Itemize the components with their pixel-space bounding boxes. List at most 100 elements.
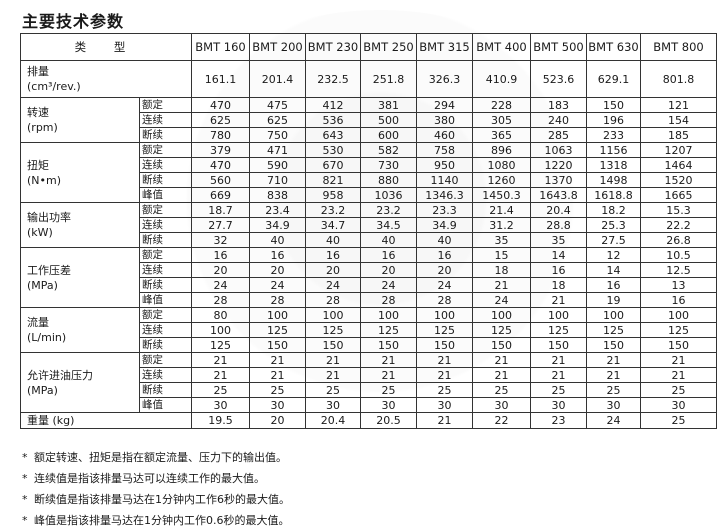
table-cell: 523.6: [530, 60, 587, 98]
table-cell: 1318: [586, 157, 641, 173]
spec-table: 类 型 BMT 160 BMT 200 BMT 230 BMT 250 BMT 315 BM…: [20, 33, 717, 429]
table-cell: 21: [530, 352, 587, 368]
model-header: BMT 800: [640, 33, 717, 61]
table-cell: 100: [416, 307, 473, 323]
table-cell: 16: [416, 247, 473, 263]
table-cell: 28: [416, 292, 473, 308]
table-cell: 801.8: [640, 60, 717, 98]
table-cell: 582: [360, 142, 417, 158]
table-cell: 40: [249, 232, 306, 248]
note-text: 连续值是指该排量马达可以连续工作的最大值。: [34, 472, 265, 485]
table-cell: 24: [249, 277, 306, 293]
group-label-cell: 流量 (L/min): [20, 307, 140, 353]
table-cell: 25: [249, 382, 306, 398]
table-cell: 22: [472, 412, 531, 429]
table-cell: 1520: [640, 172, 717, 188]
table-cell: 1450.3: [472, 187, 531, 203]
table-cell: 294: [416, 97, 473, 113]
type-header: 类 型: [20, 33, 192, 61]
table-cell: 100: [191, 322, 250, 338]
table-cell: 150: [640, 337, 717, 353]
table-cell: 251.8: [360, 60, 417, 98]
table-cell: 183: [530, 97, 587, 113]
table-cell: 34.9: [249, 217, 306, 233]
note-bullet: *: [22, 514, 28, 527]
table-cell: 629.1: [586, 60, 641, 98]
model-header: BMT 400: [472, 33, 531, 61]
sub-label: 断续: [139, 382, 192, 398]
table-cell: 26.8: [640, 232, 717, 248]
table-row: 峰值 669 838 958 1036 1346.3 1450.3 1643.8 1618.8 1…: [21, 187, 717, 203]
table-cell: 21: [360, 352, 417, 368]
table-cell: 15: [472, 247, 531, 263]
table-cell: 14: [530, 247, 587, 263]
table-cell: 590: [249, 157, 306, 173]
table-cell: 24: [416, 277, 473, 293]
table-cell: 201.4: [249, 60, 306, 98]
table-cell: 20: [305, 262, 361, 278]
table-cell: 30: [360, 397, 417, 413]
table-cell: 20: [249, 262, 306, 278]
table-cell: 305: [472, 112, 531, 128]
table-cell: 16: [305, 247, 361, 263]
table-row: 峰值 30 30 30 30 30 30 30 30 30: [21, 397, 717, 413]
table-cell: 40: [416, 232, 473, 248]
table-cell: 18: [530, 277, 587, 293]
sub-label: 额定: [139, 247, 192, 263]
table-cell: 25: [530, 382, 587, 398]
table-cell: 30: [472, 397, 531, 413]
sub-label: 额定: [139, 142, 192, 158]
note-line: * 峰值是指该排量马达在1分钟内工作0.6秒的最大值。: [22, 510, 290, 531]
table-cell: 1665: [640, 187, 717, 203]
table-cell: 20: [416, 262, 473, 278]
table-cell: 379: [191, 142, 250, 158]
group-label: 允许进油压力: [27, 368, 93, 382]
displacement-label: 排量: [27, 65, 49, 78]
table-cell: 24: [586, 412, 641, 429]
sub-label: 额定: [139, 307, 192, 323]
table-cell: 23: [530, 412, 587, 429]
table-cell: 125: [472, 322, 531, 338]
group-label-cell: 输出功率 (kW): [20, 202, 140, 248]
table-cell: 950: [416, 157, 473, 173]
table-cell: 150: [249, 337, 306, 353]
table-cell: 475: [249, 97, 306, 113]
table-cell: 19: [586, 292, 641, 308]
note-line: * 断续值是指该排量马达在1分钟内工作6秒的最大值。: [22, 489, 290, 510]
table-cell: 16: [249, 247, 306, 263]
table-cell: 21: [249, 367, 306, 383]
table-cell: 28: [249, 292, 306, 308]
table-cell: 233: [586, 127, 641, 143]
table-cell: 16: [586, 277, 641, 293]
sub-label: 峰值: [139, 397, 192, 413]
table-cell: 24: [472, 292, 531, 308]
table-cell: 25: [640, 382, 717, 398]
table-cell: 21: [416, 412, 473, 429]
table-cell: 100: [530, 307, 587, 323]
table-cell: 1140: [416, 172, 473, 188]
table-cell: 381: [360, 97, 417, 113]
table-cell: 25: [416, 382, 473, 398]
model-header: BMT 500: [530, 33, 587, 61]
table-cell: 710: [249, 172, 306, 188]
table-cell: 10.5: [640, 247, 717, 263]
table-cell: 1220: [530, 157, 587, 173]
table-cell: 21: [191, 367, 250, 383]
group-label: 输出功率: [27, 211, 71, 224]
table-cell: 196: [586, 112, 641, 128]
table-cell: 13: [640, 277, 717, 293]
model-header: BMT 250: [360, 33, 417, 61]
table-cell: 410.9: [472, 60, 531, 98]
table-cell: 100: [360, 307, 417, 323]
table-cell: 100: [249, 307, 306, 323]
model-header: BMT 160: [191, 33, 250, 61]
table-cell: 821: [305, 172, 361, 188]
table-cell: 21: [472, 352, 531, 368]
table-cell: 25: [305, 382, 361, 398]
table-cell: 730: [360, 157, 417, 173]
table-cell: 12: [586, 247, 641, 263]
table-cell: 1080: [472, 157, 531, 173]
table-cell: 20.5: [360, 412, 417, 429]
table-cell: 34.9: [416, 217, 473, 233]
sub-label: 连续: [139, 217, 192, 233]
